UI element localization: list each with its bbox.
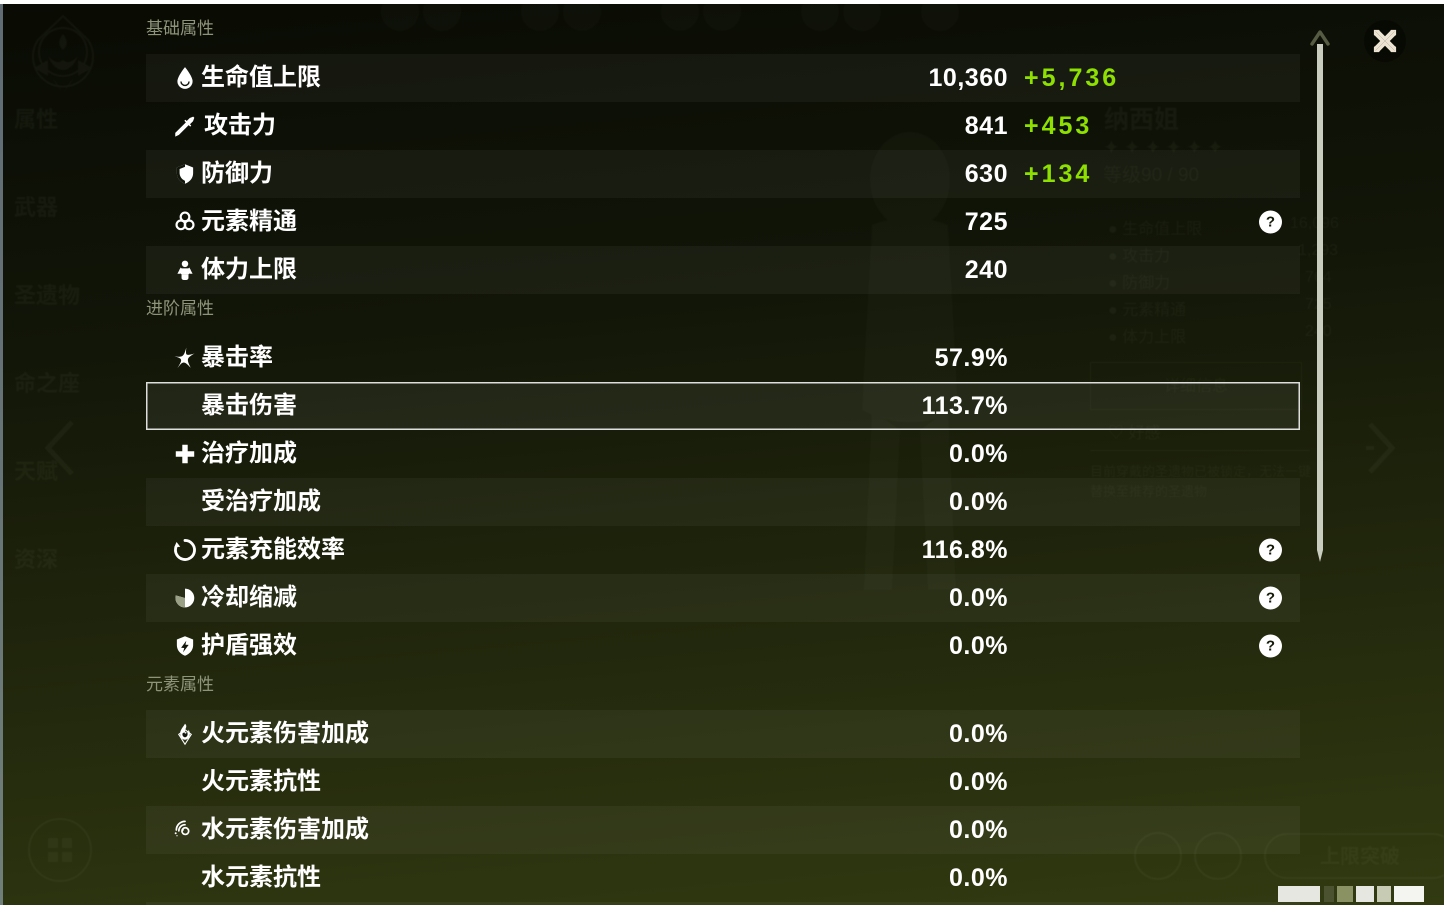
svg-text:上限突破: 上限突破 xyxy=(1320,844,1400,868)
